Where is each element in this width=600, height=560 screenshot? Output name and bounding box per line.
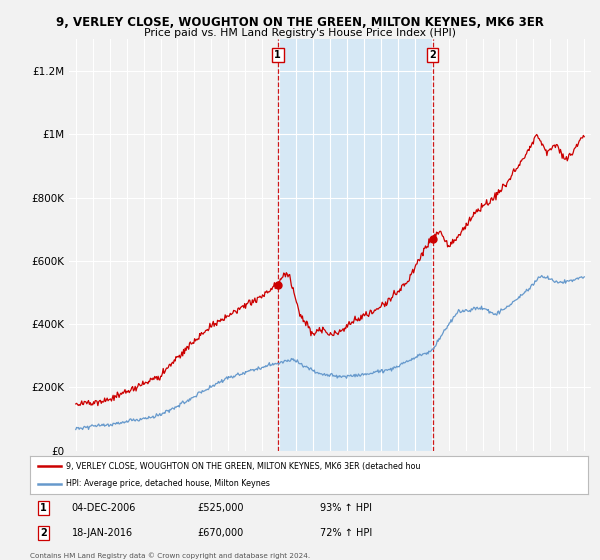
Text: 9, VERLEY CLOSE, WOUGHTON ON THE GREEN, MILTON KEYNES, MK6 3ER (detached hou: 9, VERLEY CLOSE, WOUGHTON ON THE GREEN, … — [66, 461, 421, 470]
Text: 9, VERLEY CLOSE, WOUGHTON ON THE GREEN, MILTON KEYNES, MK6 3ER: 9, VERLEY CLOSE, WOUGHTON ON THE GREEN, … — [56, 16, 544, 29]
Text: Price paid vs. HM Land Registry's House Price Index (HPI): Price paid vs. HM Land Registry's House … — [144, 28, 456, 38]
Text: 2: 2 — [429, 50, 436, 60]
Text: 72% ↑ HPI: 72% ↑ HPI — [320, 528, 373, 538]
Text: HPI: Average price, detached house, Milton Keynes: HPI: Average price, detached house, Milt… — [66, 479, 270, 488]
Text: £670,000: £670,000 — [197, 528, 244, 538]
Text: 18-JAN-2016: 18-JAN-2016 — [72, 528, 133, 538]
Text: 2: 2 — [40, 528, 47, 538]
Text: 1: 1 — [40, 503, 47, 513]
Text: £525,000: £525,000 — [197, 503, 244, 513]
Text: 04-DEC-2006: 04-DEC-2006 — [72, 503, 136, 513]
Text: Contains HM Land Registry data © Crown copyright and database right 2024.
This d: Contains HM Land Registry data © Crown c… — [30, 553, 310, 560]
Text: 93% ↑ HPI: 93% ↑ HPI — [320, 503, 372, 513]
Bar — [278, 39, 433, 451]
Text: 1: 1 — [274, 50, 281, 60]
